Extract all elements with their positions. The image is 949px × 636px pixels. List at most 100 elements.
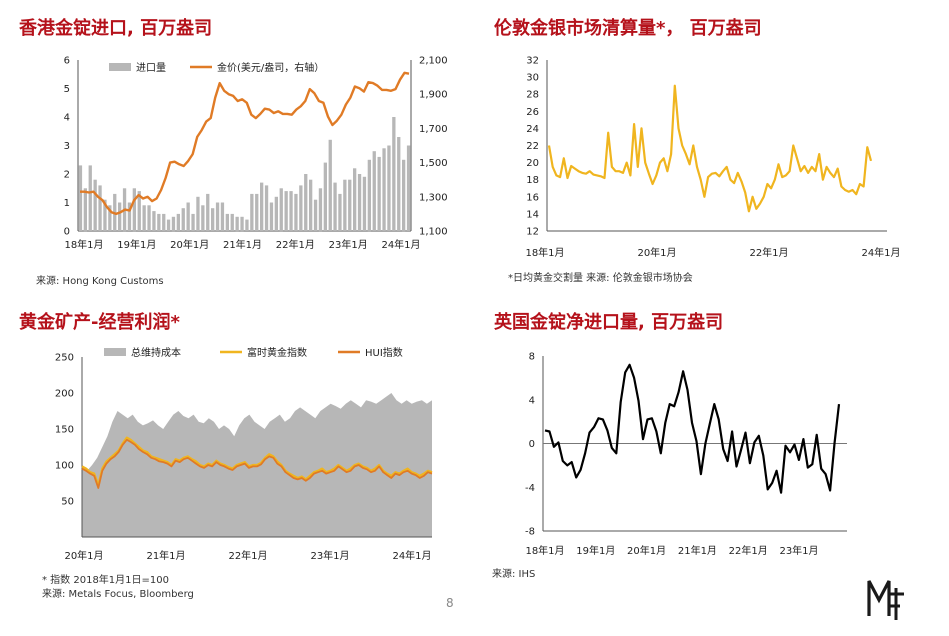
chart2-x-tick: 24年1月 [861,246,900,259]
chart2-y-tick: 22 [526,141,539,152]
chart4-y-tick: -4 [525,483,535,494]
chart2-y-tick: 18 [526,175,539,186]
chart1-bar [166,219,171,231]
chart2-y-tick: 32 [526,56,539,67]
chart1-title: 香港金锭进口, 百万盎司 [19,18,213,39]
chart1-bar [255,193,259,231]
chart1-bar [387,145,391,231]
chart4-x-tick: 18年1月 [525,544,564,557]
chart1-bar [191,213,195,231]
chart1-bar [357,174,362,231]
mf-logo-icon [866,576,906,622]
chart1-x-tick: 18年1月 [64,238,103,251]
chart1-bar [372,151,376,231]
chart3-y-tick: 200 [55,389,74,400]
chart1-bar [353,168,357,231]
chart1-bar [78,165,83,231]
chart1-bar [211,208,215,231]
chart3-x-tick: 21年1月 [146,549,185,562]
chart2-y-tick: 26 [526,107,539,118]
chart1-bar [108,205,112,231]
page-number: 8 [446,596,454,610]
chart4-y-tick: -8 [525,527,535,538]
chart4-y-tick: 8 [529,352,535,363]
chart1-gold-price-line [80,71,410,216]
chart1-bar [279,188,283,232]
chart1-bar [157,213,161,231]
chart1-bar [220,202,225,231]
chart1-left-tick: 2 [64,170,70,181]
chart4-y-tick: 0 [529,439,535,450]
chart4-x-tick: 23年1月 [779,544,818,557]
chart4-x-tick: 20年1月 [627,544,666,557]
chart1-right-tick: 1,300 [419,192,448,203]
chart1-bar [152,211,156,231]
chart1-hk-imports: 0 1 2 3 4 5 6 1,100 1,300 1,500 1,700 1,900 2,100 18年… [64,56,448,252]
chart1-bar [289,191,293,231]
chart4-title: 英国金锭净进口量, 百万盎司 [494,312,724,333]
chart2-x-tick: 18年1月 [525,246,564,259]
chart1-bar [362,176,367,231]
chart2-y-tick: 30 [526,73,539,84]
chart1-bar [343,179,347,231]
chart4-x-tick: 21年1月 [678,544,717,557]
chart1-bar [269,202,274,231]
chart1-bar [348,179,352,231]
chart1-left-tick: 3 [64,141,70,152]
chart3-title: 黄金矿产-经营利润* [19,312,180,333]
chart1-bar [93,179,97,231]
chart1-bar [328,139,332,231]
chart3-y-tick: 50 [61,497,74,508]
chart1-legend-line-label: 金价(美元/盎司，右轴） [217,61,324,74]
chart1-bar [402,159,406,232]
chart1-legend-bar-label: 进口量 [136,62,166,74]
chart3-miner-margins: 50 100 150 200 250 20年1月 21年1月 22年1月 23年1月 24年1月 总… [55,346,433,562]
chart2-y-tick: 24 [526,124,539,135]
chart1-bar [397,137,401,231]
chart1-bar [230,213,234,231]
chart2-y-tick: 28 [526,90,539,101]
chart1-source: 来源: Hong Kong Customs [36,276,164,287]
chart3-y-tick: 150 [55,425,74,436]
chart1-right-tick: 1,500 [419,158,448,169]
chart1-bar [127,202,132,231]
chart1-x-tick: 21年1月 [223,238,262,251]
chart1-right-tick: 1,900 [419,90,448,101]
chart1-bar [137,191,141,231]
chart1-bar [377,156,381,231]
chart1-bar [176,213,180,231]
chart1-bar [294,193,298,231]
chart1-left-tick: 1 [64,198,70,209]
chart3-x-tick: 24年1月 [392,549,431,562]
chart1-x-tick: 22年1月 [276,238,315,251]
chart1-bar [88,165,92,231]
chart1-right-tick: 2,100 [419,56,448,67]
chart3-x-tick: 22年1月 [228,549,267,562]
chart2-clearing-line [547,84,873,213]
chart2-lbma-clearing: 12 14 16 18 20 22 24 26 28 30 32 18年1月 20年1月 22年1月 24年… [525,56,900,260]
chart3-legend-hui-label: HUI指数 [365,346,403,359]
chart1-bar [132,188,136,232]
chart1-bar [215,202,220,231]
chart1-bar [147,205,151,231]
chart1-left-tick: 4 [64,113,70,124]
chart3-ftse-gold-line [81,436,433,487]
chart2-source: *日均黄金交割量 来源: 伦敦金银市场协会 [508,273,693,284]
chart3-legend-aisc-swatch [104,348,126,356]
chart1-x-tick: 20年1月 [170,238,209,251]
chart4-x-tick: 22年1月 [729,544,768,557]
chart2-x-tick: 20年1月 [637,246,676,259]
chart1-x-tick: 19年1月 [117,238,156,251]
chart3-source: 来源: Metals Focus, Bloomberg [42,589,194,600]
chart1-bar [103,199,107,231]
chart4-y-tick: 4 [529,395,535,406]
chart2-x-tick: 22年1月 [749,246,788,259]
chart1-bar [250,193,254,231]
chart1-bar [299,185,303,231]
chart2-title: 伦敦金银市场清算量*， 百万盎司 [494,18,762,39]
chart4-source: 来源: IHS [492,569,536,580]
chart1-x-tick: 23年1月 [329,238,368,251]
chart1-x-tick: 24年1月 [381,238,420,251]
chart3-hui-line [81,438,433,489]
chart1-bar [274,196,278,231]
